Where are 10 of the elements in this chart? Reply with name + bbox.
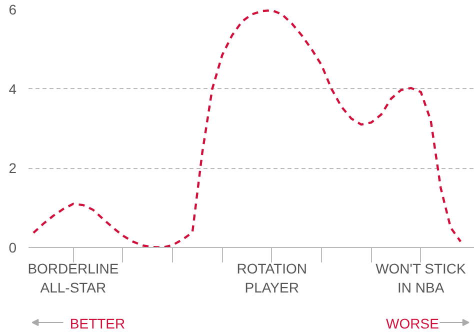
x-tick-label: ROTATION PLAYER: [236, 260, 307, 296]
y-tick-label: 6: [8, 2, 17, 18]
x-tick-label: WON'T STICK IN NBA: [376, 260, 467, 296]
line-series: [32, 10, 462, 248]
y-tick-label: 0: [8, 240, 17, 256]
y-tick-label: 2: [8, 160, 17, 176]
y-tick-label: 4: [8, 80, 17, 97]
text: BETTER: [70, 316, 126, 332]
x-tick-label: BORDERLINE ALL-STAR: [28, 260, 119, 296]
text: WORSE: [386, 316, 439, 332]
